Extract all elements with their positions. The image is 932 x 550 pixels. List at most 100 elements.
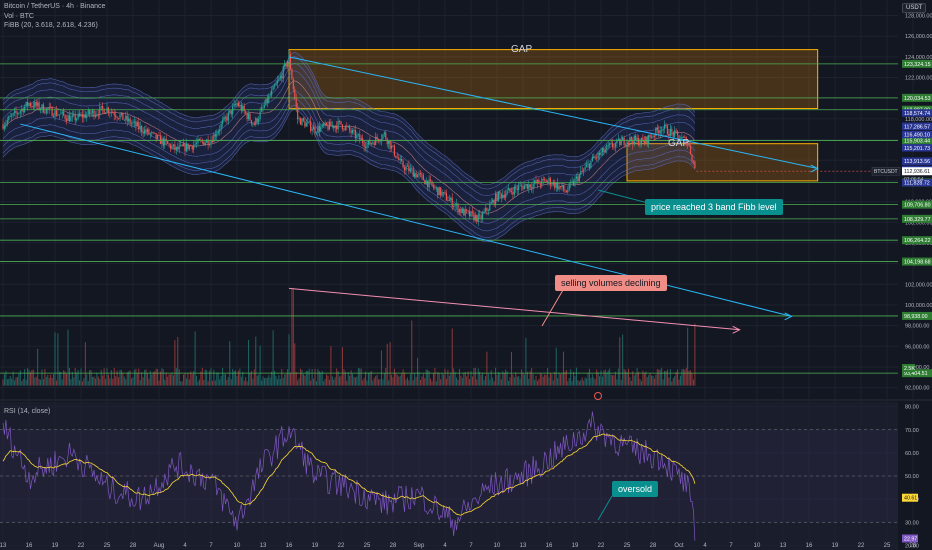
currency-button[interactable]: USDT	[902, 3, 927, 13]
volume-bar	[119, 369, 121, 386]
volume-bar	[250, 371, 252, 386]
volume-bar	[214, 380, 216, 386]
candle-body	[402, 161, 404, 168]
volume-bar	[552, 380, 554, 386]
candle-body	[468, 210, 471, 217]
volume-bar	[92, 377, 94, 386]
volume-bar	[483, 379, 485, 386]
candle-body	[440, 187, 442, 196]
volume-bar	[232, 368, 234, 386]
trendline-arrow	[784, 312, 793, 321]
candle-body	[441, 192, 443, 196]
candle-body	[555, 182, 557, 188]
volume-bar	[434, 368, 436, 386]
x-tick-label: 25	[364, 543, 371, 549]
candle-body	[328, 121, 331, 130]
candle-body	[294, 89, 296, 99]
volume-bar	[3, 374, 5, 386]
candle-body	[103, 108, 105, 114]
volume-bar	[109, 378, 111, 386]
x-tick-label: 22	[338, 543, 345, 549]
candle-body	[9, 116, 11, 118]
volume-bar	[635, 373, 637, 386]
volume-bar	[655, 374, 657, 386]
candle-body	[323, 124, 325, 126]
candle-body	[396, 157, 398, 159]
candle-body	[507, 188, 510, 191]
candle-body	[259, 111, 261, 120]
volume-bar	[269, 377, 271, 386]
volume-bar	[42, 379, 44, 386]
volume-bar	[229, 341, 231, 386]
candle-body	[636, 137, 638, 140]
candle-body	[325, 122, 328, 126]
symbol-tag	[871, 166, 901, 176]
candle-body	[81, 114, 84, 118]
volume-bar	[313, 378, 315, 386]
candle-body	[91, 110, 94, 114]
candle-body	[448, 199, 450, 201]
volume-bar	[467, 371, 469, 386]
candle-body	[48, 107, 50, 110]
volume-bar	[549, 373, 551, 386]
volume-bar	[555, 347, 557, 386]
candle-body	[470, 211, 472, 217]
candle-body	[505, 194, 507, 198]
candle-body	[601, 148, 604, 153]
volume-bar	[152, 372, 154, 386]
candle-body	[354, 129, 357, 138]
candle-body	[581, 171, 583, 172]
volume-bar	[321, 370, 323, 386]
volume-bar	[516, 376, 518, 386]
candle-body	[100, 105, 102, 107]
candle-body	[113, 112, 115, 116]
x-tick-label: 10	[234, 543, 241, 549]
volume-bar	[648, 375, 650, 386]
price-level-value: 106,264.22	[904, 238, 931, 244]
candle-body	[474, 215, 476, 221]
volume-bar	[5, 371, 7, 386]
volume-bar	[662, 379, 664, 386]
candle-body	[42, 104, 45, 113]
volume-bar	[8, 378, 10, 386]
trendline	[288, 287, 740, 331]
candle-body	[610, 142, 612, 144]
candle-body	[490, 202, 492, 205]
volume-bar	[191, 374, 193, 386]
volume-bar	[545, 375, 547, 386]
volume-bar	[224, 374, 226, 386]
candle-body	[552, 181, 554, 185]
candle-body	[133, 121, 136, 123]
candle-body	[401, 158, 403, 162]
candle-body	[169, 144, 172, 149]
candle-body	[312, 126, 315, 130]
volume-bar	[107, 374, 109, 386]
volume-bar	[278, 375, 280, 386]
volume-bar	[419, 379, 421, 386]
volume-bar	[53, 373, 55, 386]
candle-body	[688, 142, 690, 146]
volume-bar	[625, 370, 627, 386]
volume-bar	[674, 376, 676, 386]
volume-bar	[180, 381, 182, 386]
volume-bar	[612, 375, 614, 386]
band-tag	[902, 130, 932, 139]
volume-bar	[627, 368, 629, 386]
candle-body	[197, 139, 199, 143]
candle-body	[382, 134, 384, 140]
volume-bar	[211, 380, 213, 386]
volume-bar	[616, 379, 618, 386]
x-tick-label: 4	[183, 543, 187, 549]
volume-bar	[451, 328, 453, 386]
volume-bar	[623, 368, 625, 386]
volume-bar	[396, 374, 398, 386]
volume-bar	[406, 377, 408, 386]
volume-bar	[622, 334, 624, 386]
volume-bar	[606, 372, 608, 386]
volume-bar	[414, 373, 416, 386]
volume-bar	[171, 372, 173, 386]
candle-body	[321, 124, 323, 127]
volume-bar	[492, 377, 494, 386]
candle-body	[445, 192, 448, 201]
